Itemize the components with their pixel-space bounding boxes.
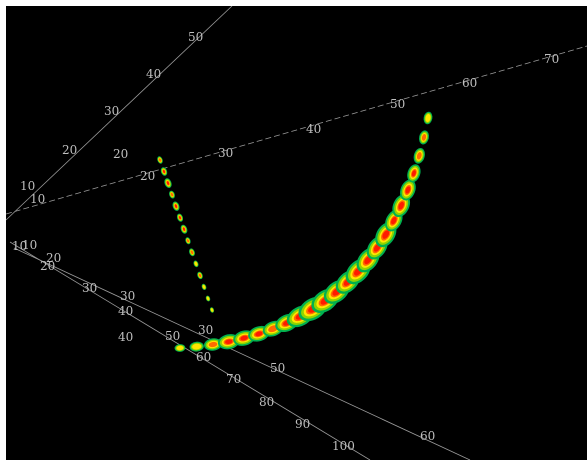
plot-area: 10 20 30 40 50 10 20 30 40 50 60 70 10 20 30 40 50 60 70 80… [6, 6, 587, 460]
tick-label-axis-c-60: 60 [196, 350, 211, 364]
data-point [418, 130, 430, 145]
tick-label-axis-c-40: 40 [118, 304, 133, 318]
tick-label-axis-e-20: 20 [140, 169, 155, 183]
tick-label-axis-d-40: 40 [118, 330, 133, 344]
tick-label-axis-a-20: 20 [62, 143, 77, 157]
tick-label-axis-c-30: 30 [82, 281, 97, 295]
data-point [385, 209, 403, 232]
data-point [172, 201, 180, 211]
tick-label-axis-d-50: 50 [270, 361, 285, 375]
tick-label-axis-b-50: 50 [390, 97, 405, 111]
tick-label-axis-d-10: 10 [12, 239, 27, 253]
axis-line-axis-a [6, 6, 233, 221]
tick-label-axis-b-20: 20 [113, 147, 128, 161]
tick-label-axis-c-10: 10 [22, 238, 37, 252]
tick-label-axis-c-20: 20 [40, 259, 55, 273]
tick-label-axis-b-60: 60 [462, 76, 477, 90]
tick-label-axis-d-60: 60 [420, 429, 435, 443]
tick-label-axis-b-40: 40 [306, 122, 321, 136]
data-point [174, 344, 186, 352]
data-point [204, 338, 222, 351]
data-point [189, 248, 195, 257]
data-point [160, 167, 168, 176]
data-point [407, 164, 421, 183]
data-point [423, 111, 433, 125]
data-point [189, 341, 204, 352]
tick-label-axis-a-10: 10 [20, 179, 35, 193]
tick-label-axis-d-30: 30 [120, 289, 135, 303]
axis-line-axis-b [6, 45, 587, 215]
data-point [176, 213, 184, 222]
tick-label-axis-b-30: 30 [218, 146, 233, 160]
data-point [193, 260, 199, 268]
tick-label-axis-e-30: 30 [198, 323, 213, 337]
data-point [164, 178, 172, 188]
series-straight-trail [157, 156, 215, 313]
tick-label-axis-b-70: 70 [544, 52, 559, 66]
axis-line-axis-d [13, 247, 471, 460]
data-point [180, 224, 188, 234]
tick-label-axis-a-30: 30 [104, 104, 119, 118]
tick-label-axis-a-50: 50 [188, 30, 203, 44]
tick-label-axis-d-20: 20 [46, 251, 61, 265]
data-point [400, 179, 416, 201]
tick-label-axis-c-80: 80 [259, 395, 274, 409]
data-point [169, 190, 175, 199]
data-point [197, 271, 203, 280]
series-curved-trail [174, 111, 433, 352]
tick-label-axis-c-90: 90 [295, 417, 310, 431]
tick-label-axis-b-10: 10 [30, 192, 45, 206]
data-point [248, 325, 270, 342]
series-layer [157, 111, 433, 352]
axes-layer [6, 6, 587, 460]
data-point [185, 237, 191, 245]
tick-label-axis-c-50: 50 [165, 329, 180, 343]
data-point [413, 148, 425, 164]
tick-label-axis-a-40: 40 [146, 67, 161, 81]
tick-label-axis-c-100: 100 [332, 439, 355, 453]
data-point [205, 295, 211, 302]
data-point [209, 307, 215, 313]
data-point [157, 156, 163, 164]
data-point [201, 283, 207, 290]
tick-label-axis-c-70: 70 [226, 372, 241, 386]
axis-line-axis-c [9, 241, 371, 460]
